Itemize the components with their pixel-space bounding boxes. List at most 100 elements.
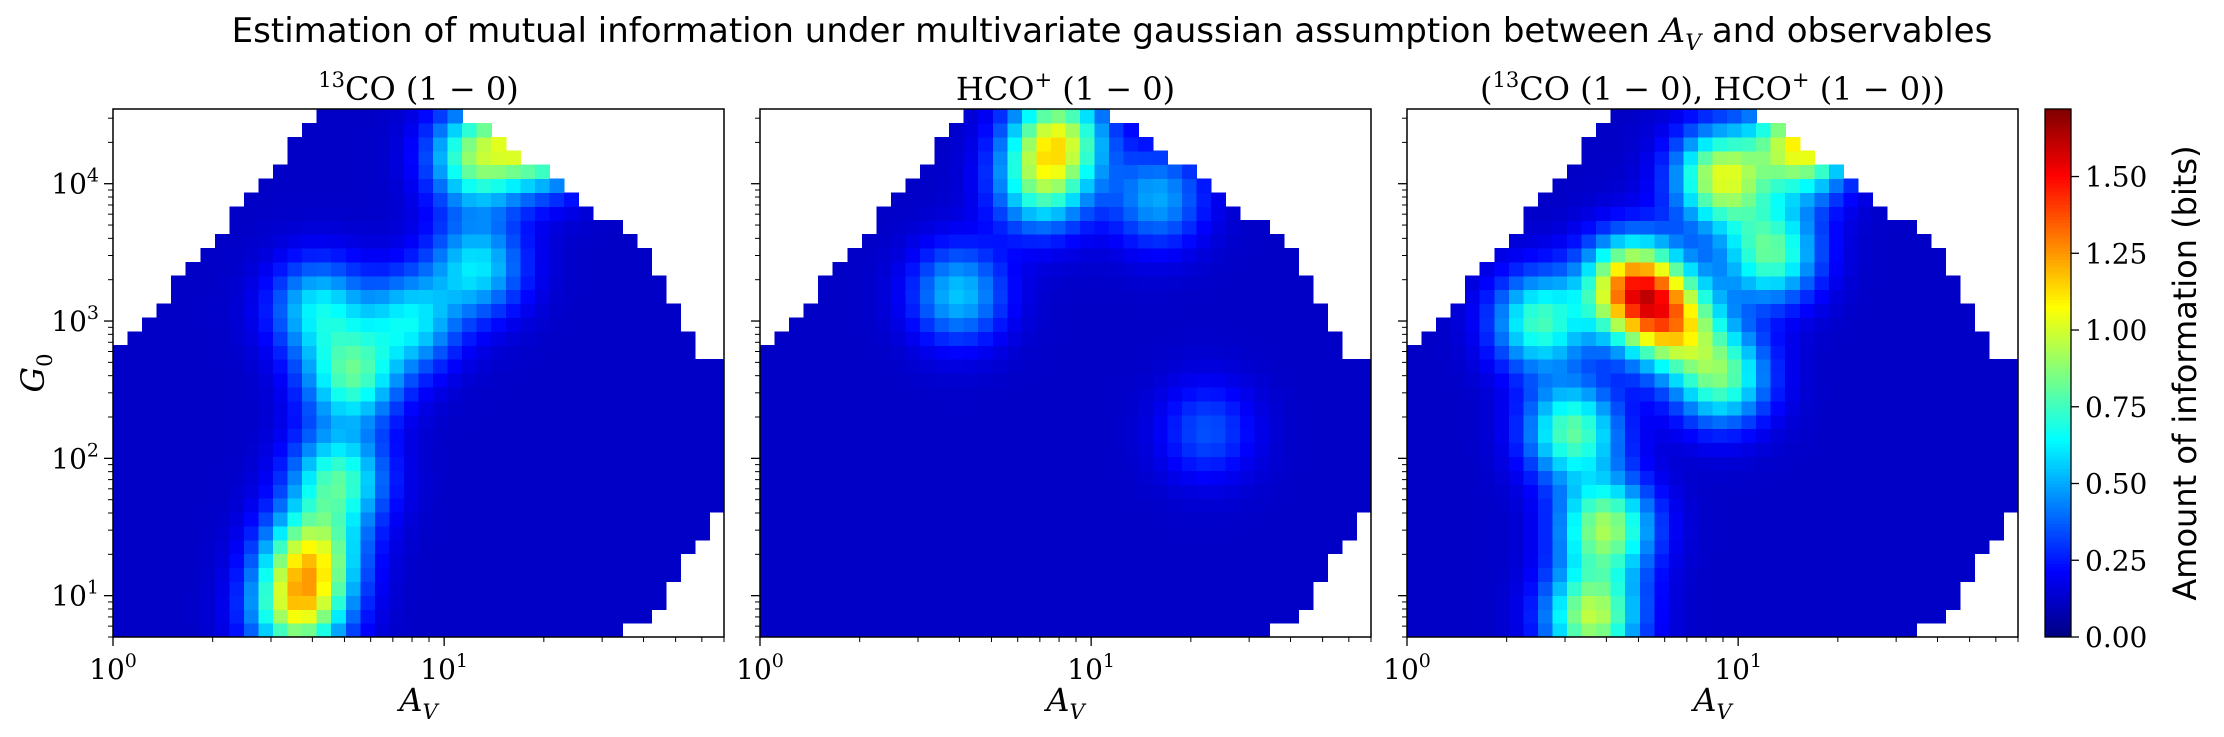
heatmap-cell xyxy=(1298,345,1314,360)
heatmap-cell xyxy=(171,428,187,444)
heatmap-cell xyxy=(1756,511,1772,527)
heatmap-cell xyxy=(905,275,921,291)
heatmap-cell xyxy=(1697,289,1714,305)
heatmap-cell xyxy=(1843,511,1859,527)
heatmap-cell xyxy=(549,400,565,416)
heatmap-cell xyxy=(578,525,594,541)
heatmap-cell xyxy=(607,220,623,235)
heatmap-cell xyxy=(1537,470,1554,485)
heatmap-cell xyxy=(1065,567,1081,583)
heatmap-cell xyxy=(1697,359,1714,374)
heatmap-cell xyxy=(403,567,420,583)
heatmap-cell xyxy=(302,303,318,319)
heatmap-cell xyxy=(803,359,819,374)
heatmap-cell xyxy=(1523,525,1539,541)
heatmap-cell xyxy=(593,595,609,610)
heatmap-cell xyxy=(622,275,638,291)
colorbar-step xyxy=(2045,495,2071,500)
y-axis-label: G0 xyxy=(14,354,57,393)
heatmap-cell xyxy=(1094,150,1110,166)
heatmap-cell xyxy=(1109,359,1125,374)
heatmap-cell xyxy=(905,373,921,388)
heatmap-cell xyxy=(273,303,289,319)
colorbar-step xyxy=(2045,136,2071,141)
heatmap-cell xyxy=(1283,525,1299,541)
heatmap-cell xyxy=(760,359,776,374)
heatmap-cell xyxy=(1254,289,1270,305)
heatmap-cell xyxy=(1152,525,1168,541)
heatmap-cell xyxy=(593,303,609,319)
heatmap-cell xyxy=(1639,220,1655,235)
heatmap-cell xyxy=(1240,386,1256,402)
heatmap-cell xyxy=(1181,345,1198,360)
heatmap-cell xyxy=(1596,234,1612,249)
heatmap-cell xyxy=(534,247,551,263)
heatmap-cell xyxy=(200,484,216,499)
heatmap-cell xyxy=(1080,220,1096,235)
heatmap-cell xyxy=(1799,553,1815,569)
colorbar-step xyxy=(2045,320,2071,325)
heatmap-cell xyxy=(1436,623,1452,638)
heatmap-cell xyxy=(1843,359,1859,374)
heatmap-cell xyxy=(1727,136,1743,152)
heatmap-cell xyxy=(331,609,347,624)
heatmap-cell xyxy=(1712,539,1728,555)
heatmap-cell xyxy=(389,331,405,346)
heatmap-cell xyxy=(1094,414,1110,430)
heatmap-cell xyxy=(360,164,376,180)
heatmap-cell xyxy=(2003,484,2019,499)
heatmap-cell xyxy=(1930,539,1946,555)
heatmap-cell xyxy=(403,164,420,180)
heatmap-cell xyxy=(1741,498,1757,513)
heatmap-cell xyxy=(978,400,994,416)
heatmap-cell xyxy=(1552,609,1568,624)
heatmap-cell xyxy=(505,595,521,610)
heatmap-cell xyxy=(418,609,434,624)
heatmap-cell xyxy=(520,428,536,444)
heatmap-cell xyxy=(505,428,521,444)
heatmap-cell xyxy=(1421,484,1437,499)
heatmap-cell xyxy=(1712,150,1728,166)
heatmap-cell xyxy=(476,261,492,277)
heatmap-cell xyxy=(593,498,609,513)
heatmap-cell xyxy=(978,373,994,388)
heatmap-cell xyxy=(1654,623,1670,638)
heatmap-cell xyxy=(774,331,790,346)
heatmap-cell xyxy=(1697,192,1714,207)
heatmap-cell xyxy=(1327,386,1343,402)
heatmap-cell xyxy=(1610,345,1626,360)
heatmap-cell xyxy=(1065,289,1081,305)
heatmap-cell xyxy=(1552,456,1568,471)
heatmap-cell xyxy=(1581,359,1597,374)
heatmap-cell xyxy=(861,595,877,610)
heatmap-cell xyxy=(345,345,361,360)
heatmap-cell xyxy=(1210,456,1227,471)
heatmap-cell xyxy=(273,623,289,638)
heatmap-cell xyxy=(418,289,434,305)
heatmap-cell xyxy=(1007,206,1023,221)
heatmap-cell xyxy=(345,373,361,388)
heatmap-cell xyxy=(1210,595,1227,610)
heatmap-cell xyxy=(520,525,536,541)
heatmap-cell xyxy=(1494,414,1510,430)
heatmap-cell xyxy=(1683,136,1699,152)
heatmap-cell xyxy=(476,623,492,638)
heatmap-cell xyxy=(1683,595,1699,610)
heatmap-cell xyxy=(1785,539,1801,555)
heatmap-cell xyxy=(418,261,434,277)
heatmap-cell xyxy=(934,595,950,610)
heatmap-cell xyxy=(520,261,536,277)
heatmap-cell xyxy=(1210,498,1227,513)
heatmap-cell xyxy=(1712,220,1728,235)
heatmap-cell xyxy=(578,206,594,221)
heatmap-cell xyxy=(1843,498,1859,513)
heatmap-cell xyxy=(963,484,979,499)
heatmap-cell xyxy=(1109,150,1125,166)
heatmap-cell xyxy=(920,553,936,569)
heatmap-cell xyxy=(1799,609,1815,624)
heatmap-cell xyxy=(818,525,834,541)
heatmap-cell xyxy=(876,428,892,444)
heatmap-cell xyxy=(876,303,892,319)
